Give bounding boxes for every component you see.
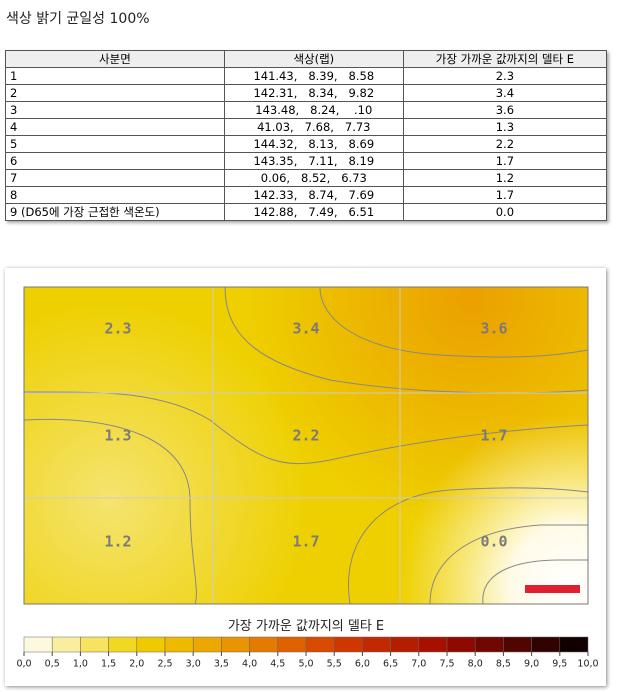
legend-swatch — [531, 636, 561, 653]
cell: 1.7 — [402, 186, 608, 204]
legend-swatch — [559, 636, 589, 653]
cell-value: 1.7 — [292, 533, 319, 551]
legend-swatch — [221, 636, 250, 653]
table: 사분면 색상(랩) 가장 가까운 값까지의 델타 E 1 141.43, 8.39, … — [5, 50, 608, 221]
legend-title: 가장 가까운 값까지의 델타 E — [228, 619, 384, 634]
cell-value: 1.2 — [104, 533, 131, 551]
header-cell: 사분면 — [5, 50, 225, 68]
cell: 142.31, 8.34, 9.82 — [223, 84, 404, 102]
heat-shade — [24, 287, 588, 604]
heat-border — [23, 286, 589, 605]
legend-tick-label: 6,0 — [355, 659, 370, 670]
cell: 142.88, 7.49, 6.51 — [223, 203, 404, 221]
row: 5 144.32, 8.13, 8.69 2.2 — [5, 135, 608, 153]
legend-swatch — [51, 636, 81, 653]
header-cell: 가장 가까운 값까지의 델타 E — [402, 50, 608, 68]
legend-tick-label: 7,0 — [411, 659, 426, 670]
title: 색상 밝기 균일성 100% — [6, 11, 150, 27]
legend-swatch — [249, 636, 279, 653]
cell-value: 1.3 — [104, 427, 131, 445]
marker — [525, 585, 580, 593]
legend-swatch — [136, 636, 166, 653]
legend-swatch — [333, 636, 363, 653]
legend-swatch — [362, 636, 391, 653]
legend-swatch — [192, 636, 222, 653]
cell-value: 3.4 — [292, 320, 319, 338]
legend-tick-label: 6,5 — [383, 659, 398, 670]
cell-value: 2.2 — [292, 427, 319, 445]
legend-tick-label: 3,5 — [214, 659, 229, 670]
legend-swatch — [418, 636, 448, 653]
row: 4 41.03, 7.68, 7.73 1.3 — [5, 118, 608, 136]
row: 6 143.35, 7.11, 8.19 1.7 — [5, 152, 608, 170]
legend-tick-label: 4,0 — [242, 659, 257, 670]
legend-tick-label: 10,0 — [577, 659, 598, 670]
legend-tick-label: 0,0 — [16, 659, 31, 670]
legend-tick-label: 0,5 — [45, 659, 60, 670]
cell-value: 1.7 — [480, 427, 507, 445]
row: 9 (D65에 가장 근접한 색온도) 142.88, 7.49, 6.51 0.0 — [5, 203, 608, 221]
legend-swatch — [390, 636, 420, 653]
cell-value: 2.3 — [104, 320, 131, 338]
cell: 144.32, 8.13, 8.69 — [223, 135, 404, 153]
legend-swatch — [80, 636, 109, 653]
legend-tick-label: 9,0 — [524, 659, 539, 670]
legend-swatch — [108, 636, 138, 653]
cell: 0.06, 8.52, 6.73 — [223, 169, 404, 187]
cell-value: 0.0 — [480, 533, 507, 551]
legend-swatch — [474, 636, 504, 653]
legend-tick-label: 8,0 — [468, 659, 483, 670]
legend-tick-label: 5,5 — [327, 659, 342, 670]
legend-tick-label: 8,5 — [496, 659, 511, 670]
legend-tick-label: 1,0 — [73, 659, 88, 670]
row: 7 0.06, 8.52, 6.73 1.2 — [5, 169, 608, 187]
legend-tick-label: 9,5 — [552, 659, 567, 670]
legend-tick-label: 4,5 — [270, 659, 285, 670]
legend-swatch — [23, 636, 53, 653]
legend-tick-label: 1,5 — [101, 659, 116, 670]
legend-tick-label: 7,5 — [439, 659, 454, 670]
legend-swatch — [164, 636, 194, 653]
legend-swatch — [503, 636, 532, 653]
legend-swatch — [277, 636, 307, 653]
header-row: 사분면 색상(랩) 가장 가까운 값까지의 델타 E — [5, 50, 608, 68]
grid — [24, 287, 588, 604]
cell: 143.35, 7.11, 8.19 — [223, 152, 404, 170]
cell: 9 (D65에 가장 근접한 색온도) — [5, 203, 225, 221]
row: 2 142.31, 8.34, 9.82 3.4 — [5, 84, 608, 102]
cell: 0.0 — [402, 203, 608, 221]
cell: 143.48, 8.24, .10 — [223, 101, 404, 119]
legend-tick-label: 3,0 — [186, 659, 201, 670]
legend-tick-label: 2,0 — [129, 659, 144, 670]
header-cell: 색상(랩) — [223, 50, 404, 68]
legend-tick-label: 2,5 — [157, 659, 172, 670]
legend-swatch — [446, 636, 476, 653]
cell-value: 3.6 — [480, 320, 507, 338]
table-body: 1 141.43, 8.39, 8.58 2.3 2 142.31, 8.34, 9.8… — [5, 67, 608, 221]
legend-swatch — [305, 636, 335, 653]
legend-tick-label: 5,0 — [298, 659, 313, 670]
